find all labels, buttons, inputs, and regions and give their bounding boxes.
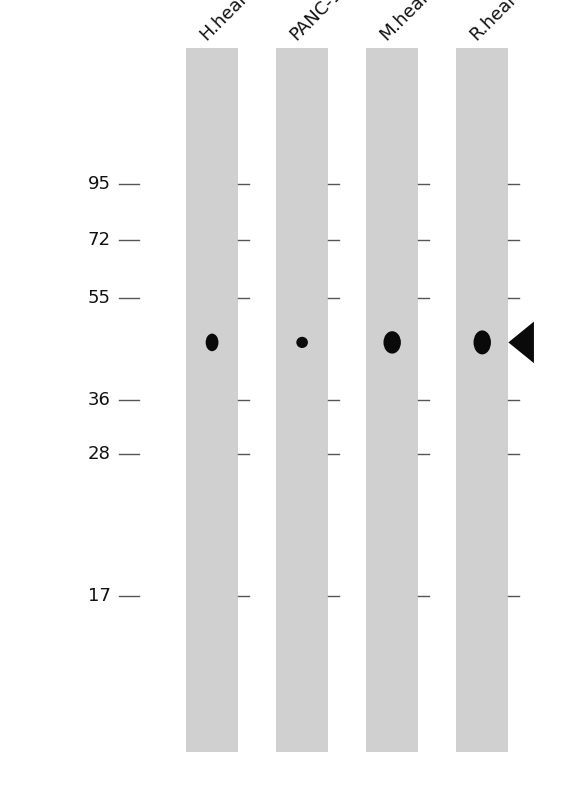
Text: 72: 72 — [87, 231, 110, 249]
Ellipse shape — [383, 331, 401, 354]
Polygon shape — [508, 322, 534, 363]
Text: 36: 36 — [88, 391, 110, 409]
Ellipse shape — [474, 330, 491, 354]
Bar — [276, 48, 328, 752]
Text: R.heart: R.heart — [467, 0, 526, 44]
Ellipse shape — [206, 334, 218, 351]
Bar — [456, 48, 508, 752]
Text: H.heart: H.heart — [196, 0, 257, 44]
Text: M.heart: M.heart — [376, 0, 438, 44]
Text: 28: 28 — [88, 446, 110, 463]
Ellipse shape — [296, 337, 308, 348]
Text: 17: 17 — [88, 587, 110, 605]
Text: PANC-1: PANC-1 — [286, 0, 346, 44]
Bar — [186, 48, 238, 752]
Text: 95: 95 — [87, 175, 110, 193]
Text: 55: 55 — [87, 289, 110, 306]
Bar — [366, 48, 418, 752]
